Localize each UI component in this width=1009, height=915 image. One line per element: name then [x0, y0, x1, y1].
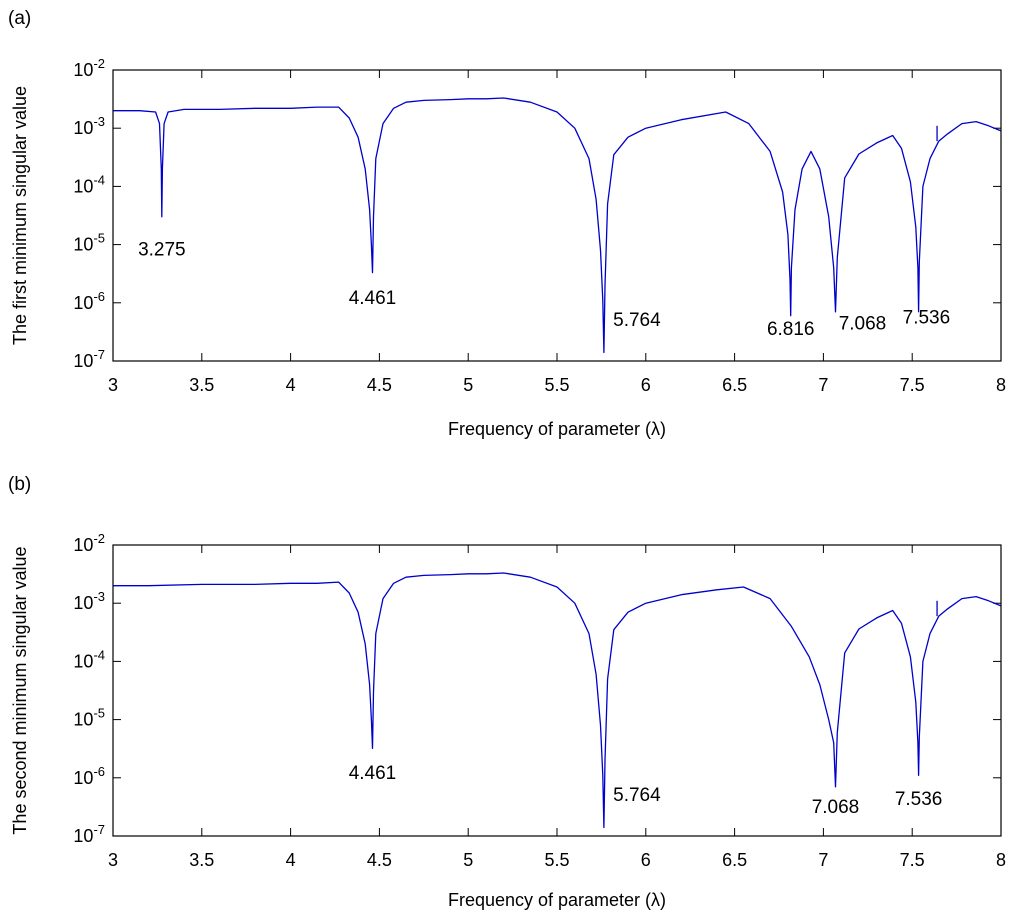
annotation-label: 5.764 — [613, 310, 661, 331]
x-axis-label: Frequency of parameter (λ) — [448, 419, 666, 439]
panel-tag: (b) — [8, 474, 31, 495]
y-tick-label: 10-7 — [73, 822, 105, 846]
x-tick-label: 6 — [641, 850, 651, 870]
plot-frame — [112, 69, 1002, 362]
y-tick-label: 10-2 — [73, 531, 105, 555]
data-line — [113, 97, 1002, 354]
y-tick-label: 10-5 — [73, 231, 105, 255]
y-tick-label: 10-4 — [73, 172, 105, 196]
plot-frame — [112, 544, 1002, 837]
chart-panel-a: (a) 3 3.5 4 4.5 5 5.5 6 6.5 7 7.5 8 10-7 10-6 10-5 10-4… — [8, 8, 1006, 439]
y-tick-label: 10-4 — [73, 647, 105, 671]
y-axis-label: The first minimum singular value — [10, 86, 30, 345]
x-tick-label: 4 — [286, 850, 296, 870]
annotation-label: 7.536 — [903, 308, 951, 329]
x-tick-label: 5.5 — [544, 375, 569, 395]
x-tick-label: 6.5 — [722, 375, 747, 395]
y-axis-label: The second minimum singular value — [10, 546, 30, 834]
x-tick-label: 6.5 — [722, 850, 747, 870]
x-tick-label: 7 — [818, 375, 828, 395]
y-tick-label: 10-3 — [73, 589, 105, 613]
y-tick-label: 10-2 — [73, 56, 105, 80]
annotation-label: 4.461 — [349, 763, 397, 784]
x-tick-label: 7.5 — [900, 375, 925, 395]
x-tick-label: 7.5 — [900, 850, 925, 870]
annotation-label: 6.816 — [767, 319, 815, 340]
x-tick-label: 5 — [463, 850, 473, 870]
x-tick-label: 7 — [818, 850, 828, 870]
x-tick-label: 5 — [463, 375, 473, 395]
annotation-label: 5.764 — [613, 785, 661, 806]
panel-tag: (a) — [8, 8, 31, 29]
x-tick-label: 8 — [996, 850, 1006, 870]
annotation-label: 7.068 — [812, 797, 860, 818]
annotation-label: 7.068 — [839, 313, 887, 334]
x-tick-label: 4.5 — [367, 850, 392, 870]
y-tick-label: 10-7 — [73, 347, 105, 371]
x-tick-label: 3.5 — [189, 850, 214, 870]
x-tick-label: 4.5 — [367, 375, 392, 395]
y-tick-label: 10-3 — [73, 114, 105, 138]
x-tick-label: 6 — [641, 375, 651, 395]
annotation-label: 3.275 — [138, 239, 186, 260]
annotation-label: 4.461 — [349, 288, 397, 309]
x-axis-label: Frequency of parameter (λ) — [448, 890, 666, 910]
x-tick-label: 4 — [286, 375, 296, 395]
y-tick-label: 10-5 — [73, 706, 105, 730]
x-tick-label: 3 — [108, 850, 118, 870]
x-tick-label: 5.5 — [544, 850, 569, 870]
data-line — [113, 572, 1002, 829]
chart-panel-b: (b) 3 3.5 4 4.5 5 5.5 6 6.5 7 7.5 8 10-7 10-6 10-5 10-4… — [8, 474, 1006, 910]
y-tick-label: 10-6 — [73, 764, 105, 788]
x-tick-label: 3.5 — [189, 375, 214, 395]
x-tick-label: 8 — [996, 375, 1006, 395]
x-tick-label: 3 — [108, 375, 118, 395]
annotation-label: 7.536 — [895, 789, 943, 810]
y-tick-label: 10-6 — [73, 289, 105, 313]
